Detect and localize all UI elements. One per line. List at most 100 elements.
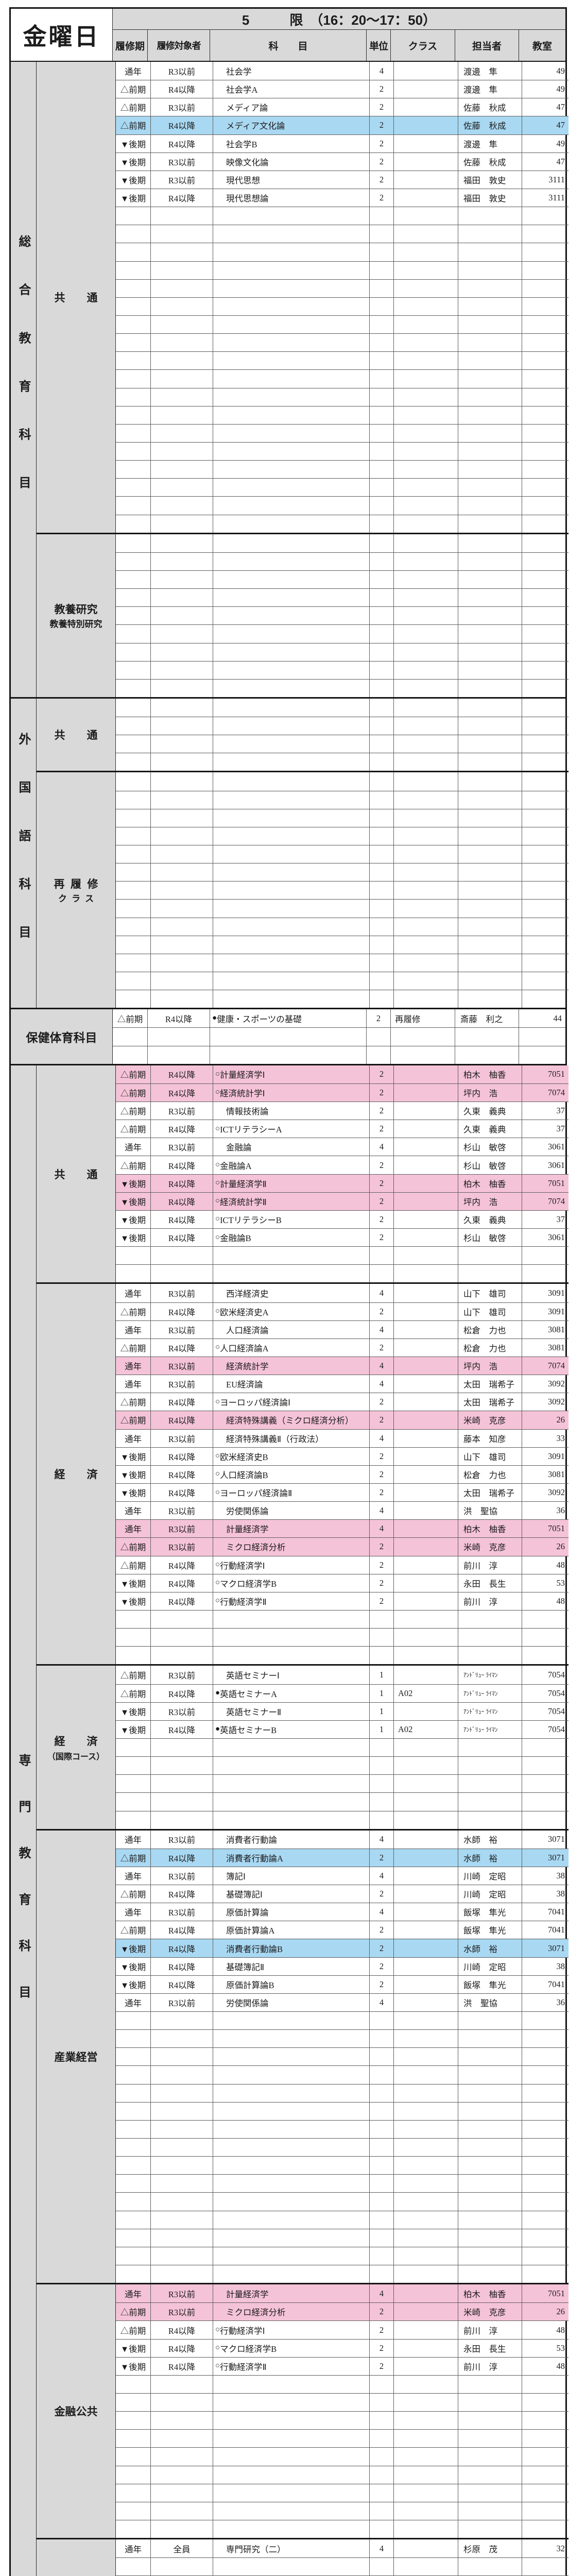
cell-target: R4以降 <box>151 1447 213 1465</box>
cell-credits <box>370 882 394 900</box>
cell-term <box>116 863 151 882</box>
group-sogo: 総合教育科目共 通通年 R3以前 社会学 4 渡邊 隼 49 △前期 R4以降 社会学A 2 渡邊 … <box>11 62 568 697</box>
cell-class <box>394 679 458 697</box>
cell-credits: 4 <box>370 1375 394 1393</box>
cell-room <box>522 2084 568 2102</box>
col-header-room: 教室 <box>532 41 552 52</box>
cell-teacher <box>458 2265 522 2283</box>
cell-credits: 2 <box>370 1229 394 1247</box>
cell-term <box>116 1247 151 1265</box>
cell-class <box>394 1447 458 1465</box>
cell-subject: ○ ヨーロッパ経済論Ⅰ <box>213 1393 370 1411</box>
cell-room: 7074 <box>522 1192 568 1210</box>
cell-term: △前期 <box>116 1102 151 1120</box>
cell-credits <box>370 1738 394 1757</box>
cell-subject <box>213 1647 370 1665</box>
empty-row <box>116 2210 568 2229</box>
cell-room <box>522 316 568 333</box>
sections-gaikokugo: 共 通再履修 クラス <box>37 698 568 1008</box>
open-circle-icon: ○ <box>215 2326 220 2334</box>
cell-room: 7051 <box>522 2284 568 2303</box>
cell-class <box>394 1411 458 1429</box>
cell-teacher: 渡邊 隼 <box>458 134 522 152</box>
cell-credits <box>370 261 394 279</box>
cell-subject <box>213 334 370 352</box>
empty-row <box>116 698 568 717</box>
empty-row <box>116 735 568 753</box>
cell-room <box>522 2193 568 2210</box>
cell-class <box>394 607 458 625</box>
open-circle-icon: ○ <box>215 1597 220 1605</box>
empty-row <box>116 2429 568 2448</box>
cell-term <box>116 2157 151 2175</box>
cell-room <box>522 1757 568 1774</box>
empty-row <box>116 953 568 972</box>
table-row: △前期 R4以降 ○ 金融論A 2 杉山 敏啓 3061 <box>116 1156 568 1174</box>
cell-class <box>394 388 458 406</box>
cell-credits <box>370 2211 394 2229</box>
cell-subject <box>213 2394 370 2412</box>
cell-credits <box>370 791 394 809</box>
cell-subject <box>213 1247 370 1265</box>
cell-subject: 簿記Ⅰ <box>213 1867 370 1885</box>
subject-name: 経済統計学 <box>226 1362 269 1372</box>
cell-term: △前期 <box>116 116 151 134</box>
cell-target <box>151 352 213 370</box>
cell-target: R4以降 <box>151 116 213 134</box>
subject-name: 原価計算論 <box>226 1908 269 1918</box>
empty-row <box>116 790 568 809</box>
cell-subject <box>213 589 370 607</box>
cell-target <box>151 261 213 279</box>
empty-row <box>116 1646 568 1665</box>
cell-class <box>394 1921 458 1939</box>
cell-target <box>151 607 213 625</box>
cell-room <box>522 845 568 863</box>
cell-class <box>394 845 458 863</box>
cell-class <box>394 1574 458 1592</box>
cell-room: 7054 <box>548 1706 565 1716</box>
cell-subject <box>213 990 370 1008</box>
cell-subject <box>213 1757 370 1775</box>
cell-subject <box>213 2247 370 2265</box>
cell-teacher <box>458 515 522 533</box>
cell-subject: 人口経済論 <box>213 1320 370 1338</box>
cell-teacher: 水師 裕 <box>458 1830 522 1849</box>
empty-row <box>116 2102 568 2120</box>
cell-class <box>394 116 458 134</box>
cell-room <box>522 461 568 478</box>
cell-subject <box>213 297 370 315</box>
cell-term <box>116 515 151 533</box>
cell-class <box>394 2157 458 2175</box>
cell-term <box>116 2175 151 2193</box>
cell-credits <box>370 2394 394 2412</box>
cell-credits <box>370 625 394 643</box>
cell-target <box>151 388 213 406</box>
cell-class <box>394 1302 458 1320</box>
empty-row <box>116 935 568 954</box>
cell-room: 48 <box>556 1560 565 1570</box>
cell-credits: 2 <box>370 1192 394 1210</box>
subject-name: ミクロ経済分析 <box>226 2308 286 2318</box>
cell-teacher: 洪 聖協 <box>458 1502 522 1520</box>
cell-subject <box>213 442 370 461</box>
cell-term <box>116 772 151 791</box>
section-rows: 通年 R3以前 消費者行動論 4 水師 裕 3071 △前期 R4以降 消費者行動論A 2 水師 裕… <box>116 1830 568 2283</box>
cell-teacher: 久東 義典 <box>458 1210 522 1228</box>
table-row: ▼後期 R3以前 英語セミナーⅡ 1 ｱﾝﾄﾞﾘｭｰ ﾗｲﾏﾝ 7054 <box>116 1702 568 1720</box>
group-label-sogo: 総合教育科目 <box>11 62 37 697</box>
cell-teacher <box>458 2412 522 2430</box>
cell-target <box>151 954 213 972</box>
cell-target <box>151 2394 213 2412</box>
section-label: 経 済 （国際コース） <box>37 1666 116 1829</box>
cell-subject: 経済統計学 <box>213 1357 370 1375</box>
subject-name: ヨーロッパ経済論Ⅰ <box>220 1398 290 1408</box>
cell-teacher: 太田 瑞希子 <box>458 1375 522 1393</box>
cell-teacher: 杉山 敏啓 <box>458 1229 522 1247</box>
cell-class <box>394 1811 458 1829</box>
empty-row <box>116 2083 568 2102</box>
cell-subject <box>213 863 370 882</box>
cell-term <box>116 2502 151 2520</box>
section-rows: △前期 R4以降 ● 健康・スポーツの基礎 2 再履修 斎藤 利之 44 <box>113 1009 565 1064</box>
cell-credits <box>370 352 394 370</box>
cell-subject <box>213 2193 370 2211</box>
